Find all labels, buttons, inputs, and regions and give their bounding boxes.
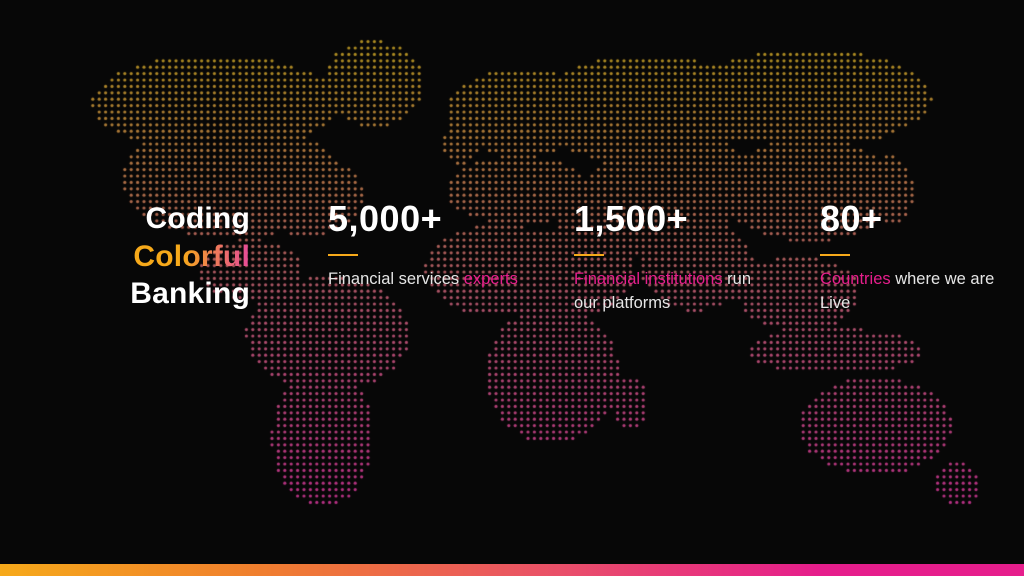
stat-number: 80+ <box>820 198 1010 240</box>
stat-desc-pre: Financial services <box>328 270 464 288</box>
tagline-line-3: Banking <box>80 275 250 313</box>
stat-desc: Countries where we are Live <box>820 268 1010 316</box>
stat-desc-highlight: experts <box>464 270 518 288</box>
stat-desc: Financial services experts <box>328 268 518 292</box>
tagline-line-1: Coding <box>80 200 250 238</box>
stat-rule <box>574 254 604 256</box>
tagline: Coding Colorful Banking <box>80 200 250 313</box>
stat-desc-highlight: Financial institutions <box>574 270 723 288</box>
stat-desc-highlight: Countries <box>820 270 891 288</box>
footer-gradient-bar <box>0 564 1024 576</box>
stats-row: 5,000+ Financial services experts 1,500+… <box>328 198 1010 316</box>
stat-rule <box>328 254 358 256</box>
stat-experts: 5,000+ Financial services experts <box>328 198 518 316</box>
stat-desc: Financial institutions run our platforms <box>574 268 764 316</box>
stat-institutions: 1,500+ Financial institutions run our pl… <box>574 198 764 316</box>
stat-rule <box>820 254 850 256</box>
stat-countries: 80+ Countries where we are Live <box>820 198 1010 316</box>
stat-number: 1,500+ <box>574 198 764 240</box>
slide: Coding Colorful Banking 5,000+ Financial… <box>0 0 1024 576</box>
tagline-line-2: Colorful <box>80 238 250 276</box>
stat-number: 5,000+ <box>328 198 518 240</box>
